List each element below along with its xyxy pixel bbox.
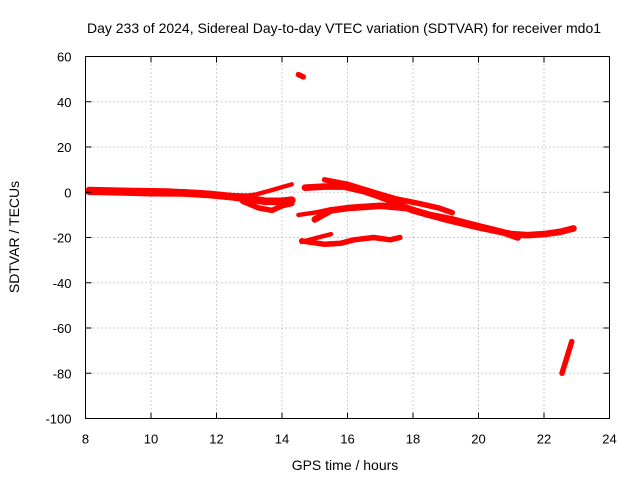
y-tick-label: 40 — [57, 95, 71, 110]
x-tick-label: 24 — [602, 432, 616, 447]
y-tick-label: -60 — [53, 321, 72, 336]
series-layer — [84, 71, 577, 377]
y-tick-label: 0 — [64, 185, 71, 200]
y-tick-label: -80 — [53, 366, 72, 381]
x-tick-label: 10 — [144, 432, 158, 447]
series-track-descent — [559, 338, 575, 377]
x-tick-label: 16 — [340, 432, 354, 447]
y-tick-label: -40 — [53, 276, 72, 291]
series-track-iono-d — [296, 206, 334, 218]
x-tick-label: 8 — [82, 432, 89, 447]
x-tick-label: 20 — [471, 432, 485, 447]
series-track-spike — [295, 71, 307, 80]
x-tick-label: 22 — [537, 432, 551, 447]
x-axis-label: GPS time / hours — [292, 457, 399, 473]
y-axis-label: SDTVAR / TECUs — [6, 181, 22, 293]
series-track-fan-down — [239, 198, 295, 214]
x-tick-label: 18 — [406, 432, 420, 447]
series-track-main-upper — [86, 186, 252, 198]
series-track-dip-upper — [299, 231, 334, 245]
y-tick-label: -20 — [53, 231, 72, 246]
series-track-iono-c — [311, 202, 522, 241]
y-tick-label: 60 — [57, 50, 71, 65]
y-tick-label: -100 — [45, 412, 71, 427]
series-track-fan-up — [237, 182, 294, 200]
x-tick-label: 12 — [209, 432, 223, 447]
x-tick-label: 14 — [275, 432, 289, 447]
ticks-layer: 8 10 12 14 16 18 20 22 24 60 40 20 0 -20 -40 -60 -80 -100 — [45, 50, 616, 447]
chart-title: Day 233 of 2024, Sidereal Day-to-day VTE… — [87, 20, 601, 36]
series-track-iono-b — [321, 177, 456, 216]
y-tick-label: 20 — [57, 140, 71, 155]
series-track-dip — [298, 234, 403, 248]
